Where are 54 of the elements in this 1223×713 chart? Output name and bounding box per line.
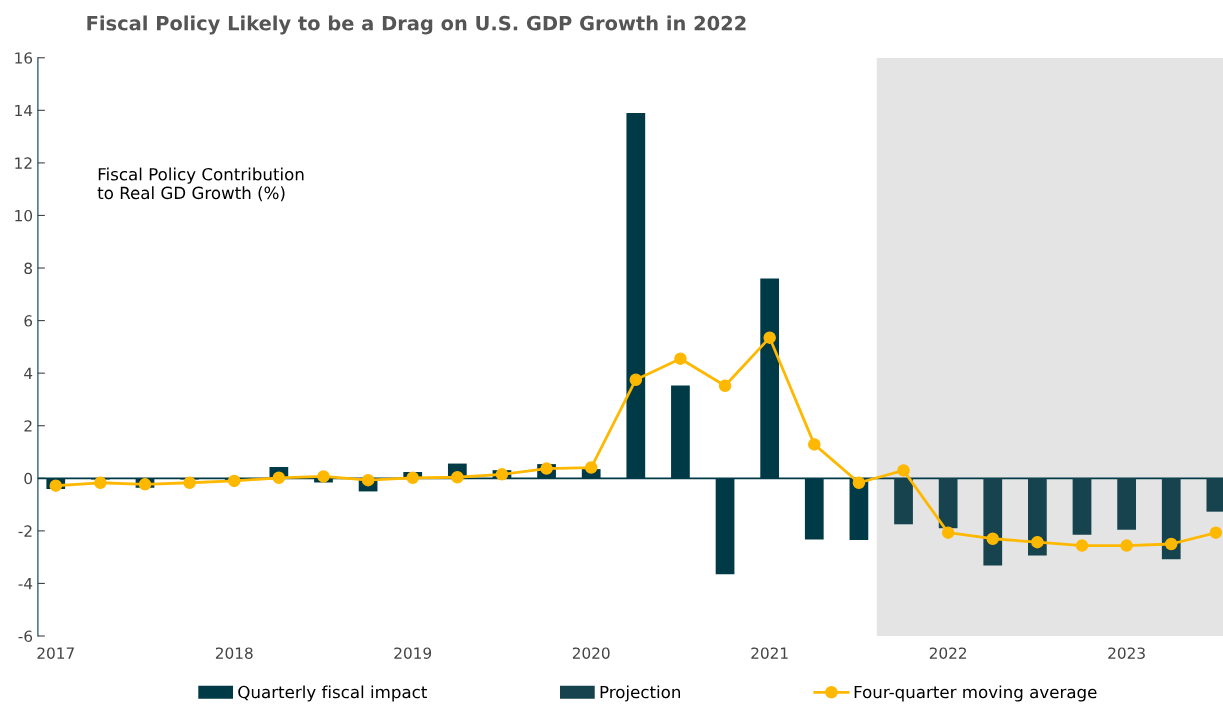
bar <box>1028 478 1047 556</box>
point <box>1209 526 1223 539</box>
point <box>674 352 687 365</box>
legend-label: Projection <box>600 685 681 702</box>
bar <box>1161 478 1181 560</box>
point <box>808 438 821 451</box>
point <box>897 464 910 477</box>
x-tick-label: 2017 <box>37 647 74 659</box>
y-tick-label: 12 <box>15 157 32 169</box>
y-tick-label: 0 <box>24 472 33 485</box>
x-tick-label: 2023 <box>1108 647 1145 659</box>
point <box>986 532 1000 545</box>
x-tick-label: 2019 <box>394 647 432 659</box>
x-tick-label: 2018 <box>215 647 253 659</box>
point <box>852 476 866 490</box>
bar <box>983 478 1003 566</box>
y-tick-label: 6 <box>24 315 33 327</box>
y-tick-label: -6 <box>18 630 33 643</box>
point <box>763 331 776 344</box>
x-tick-label: 2021 <box>751 647 788 659</box>
x-tick-label: 2022 <box>929 647 967 659</box>
legend-label: Quarterly fiscal impact <box>238 685 427 702</box>
y-tick-label: -2 <box>18 525 32 537</box>
point <box>1075 539 1089 552</box>
bar <box>1117 478 1136 530</box>
point <box>1031 535 1044 549</box>
point <box>361 473 375 487</box>
point <box>1164 537 1178 551</box>
point <box>941 526 955 539</box>
point <box>584 461 598 474</box>
point <box>629 373 643 386</box>
chart-title: Fiscal Policy Likely to be a Drag on U.S. GDP Growth in 2022 <box>87 15 746 35</box>
point <box>183 476 196 490</box>
y-tick-label: -4 <box>18 578 33 590</box>
legend-label: Four-quarter moving average <box>854 685 1097 702</box>
y-tick-label: 10 <box>15 209 33 222</box>
annotation: Fiscal Policy Contribution to Real GD Growth (%) <box>97 167 304 202</box>
y-tick-label: 2 <box>24 420 32 432</box>
y-tick-label: 16 <box>15 52 33 64</box>
y-tick-label: 8 <box>24 262 33 275</box>
point <box>1120 539 1133 552</box>
point <box>317 470 330 483</box>
point <box>451 470 464 484</box>
point <box>718 379 732 393</box>
y-tick-label: 4 <box>24 367 33 379</box>
point <box>227 474 241 488</box>
point <box>406 471 419 485</box>
point <box>272 471 286 485</box>
bar <box>894 478 913 525</box>
bar <box>1072 478 1092 535</box>
point <box>94 476 107 490</box>
y-tick-label: 14 <box>15 104 33 117</box>
bar <box>938 478 958 529</box>
x-tick-label: 2020 <box>572 647 610 659</box>
